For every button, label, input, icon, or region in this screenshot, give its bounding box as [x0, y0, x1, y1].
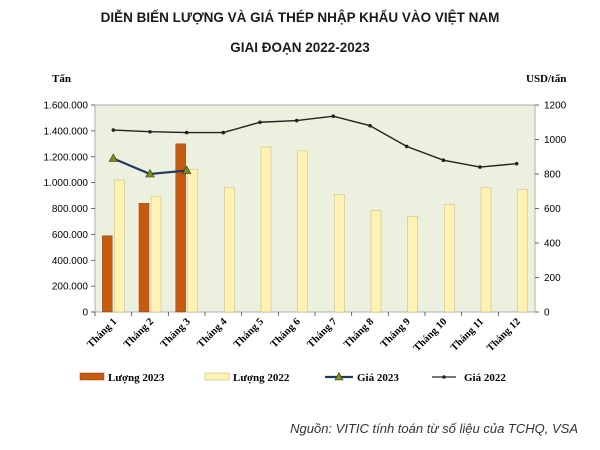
point-gia-2022 [111, 128, 116, 132]
y-tick-label: 600.000 [52, 230, 89, 241]
point-gia-2022 [258, 120, 262, 125]
bar-luong-2022 [334, 194, 345, 313]
point-gia-2022 [331, 114, 336, 119]
bar-luong-2023 [138, 203, 150, 313]
point-gia-2022 [368, 123, 372, 128]
legend-label: Giá 2023 [357, 372, 399, 384]
point-gia-2022 [148, 129, 152, 134]
bar-luong-2022 [407, 216, 418, 313]
point-gia-2023 [108, 153, 119, 162]
bar-luong-2022 [517, 189, 528, 313]
legend-marker [334, 371, 344, 381]
legend-marker [442, 375, 446, 379]
y2-tick-label: 1200 [544, 101, 567, 112]
point-gia-2022 [221, 130, 226, 135]
y2-tick-label: 600 [544, 204, 561, 215]
chart-subtitle: GIAI ĐOẠN 2022-2023 [230, 40, 370, 55]
line-gia-2022 [113, 115, 517, 168]
x-tick-label: Tháng 11 [449, 316, 486, 353]
x-tick-label: Tháng 1 [85, 316, 119, 350]
bar-luong-2022 [444, 204, 455, 313]
bar-luong-2023 [175, 143, 186, 313]
point-gia-2022 [184, 130, 189, 135]
y-tick-label: 200.000 [52, 282, 89, 293]
source-note: Nguồn: VITIC tính toán từ số liệu của TC… [290, 421, 578, 436]
y-tick-label: 400.000 [52, 256, 89, 267]
bar-luong-2022 [224, 187, 235, 313]
y-axis-label: Tấn [52, 73, 71, 85]
bar-luong-2022 [150, 196, 162, 313]
x-tick-label: Tháng 12 [485, 316, 523, 354]
legend-label: Lượng 2023 [108, 372, 165, 384]
x-tick-label: Tháng 9 [379, 316, 413, 350]
point-gia-2022 [478, 165, 482, 169]
x-tick-label: Tháng 4 [195, 316, 230, 351]
y-tick-label: 800.000 [52, 204, 89, 215]
bar-luong-2022 [187, 169, 198, 313]
point-gia-2023 [181, 165, 192, 174]
x-tick-label: Tháng 8 [342, 316, 376, 350]
point-gia-2023 [145, 168, 155, 178]
y2-tick-label: 400 [544, 239, 561, 250]
point-gia-2022 [294, 118, 299, 123]
bar-luong-2022 [297, 150, 308, 313]
y2-tick-label: 0 [544, 308, 550, 319]
x-tick-label: Tháng 7 [305, 316, 339, 350]
x-tick-label: Tháng 10 [412, 316, 450, 354]
legend-label: Giá 2022 [464, 372, 506, 384]
x-tick-label: Tháng 2 [122, 316, 156, 350]
bar-luong-2022 [114, 179, 125, 313]
y-tick-label: 1.400.000 [44, 126, 89, 137]
y-tick-label: 1.600.000 [44, 101, 89, 112]
point-gia-2022 [441, 158, 446, 162]
x-tick-label: Tháng 3 [159, 316, 193, 350]
y2-axis-label: USD/tấn [526, 73, 566, 85]
y2-tick-label: 200 [544, 273, 561, 284]
x-tick-label: Tháng 6 [269, 316, 303, 350]
point-gia-2022 [404, 144, 409, 149]
legend-swatch [79, 372, 105, 381]
y-tick-label: 0 [82, 308, 88, 319]
plot-area [94, 104, 536, 313]
bar-luong-2023 [102, 235, 113, 313]
y2-tick-label: 800 [544, 170, 561, 181]
x-tick-label: Tháng 5 [232, 316, 266, 350]
bar-luong-2022 [370, 210, 382, 313]
legend-label: Lượng 2022 [233, 372, 290, 384]
legend-swatch [204, 372, 230, 381]
chart-title: DIỄN BIẾN LƯỢNG VÀ GIÁ THÉP NHẬP KHẨU VÀ… [100, 10, 500, 25]
point-gia-2022 [514, 161, 519, 166]
y2-tick-label: 1000 [544, 135, 567, 146]
y-tick-label: 1.000.000 [44, 178, 89, 189]
y-tick-label: 1.200.000 [44, 152, 89, 163]
bar-luong-2022 [480, 187, 492, 313]
bar-luong-2022 [260, 146, 272, 313]
